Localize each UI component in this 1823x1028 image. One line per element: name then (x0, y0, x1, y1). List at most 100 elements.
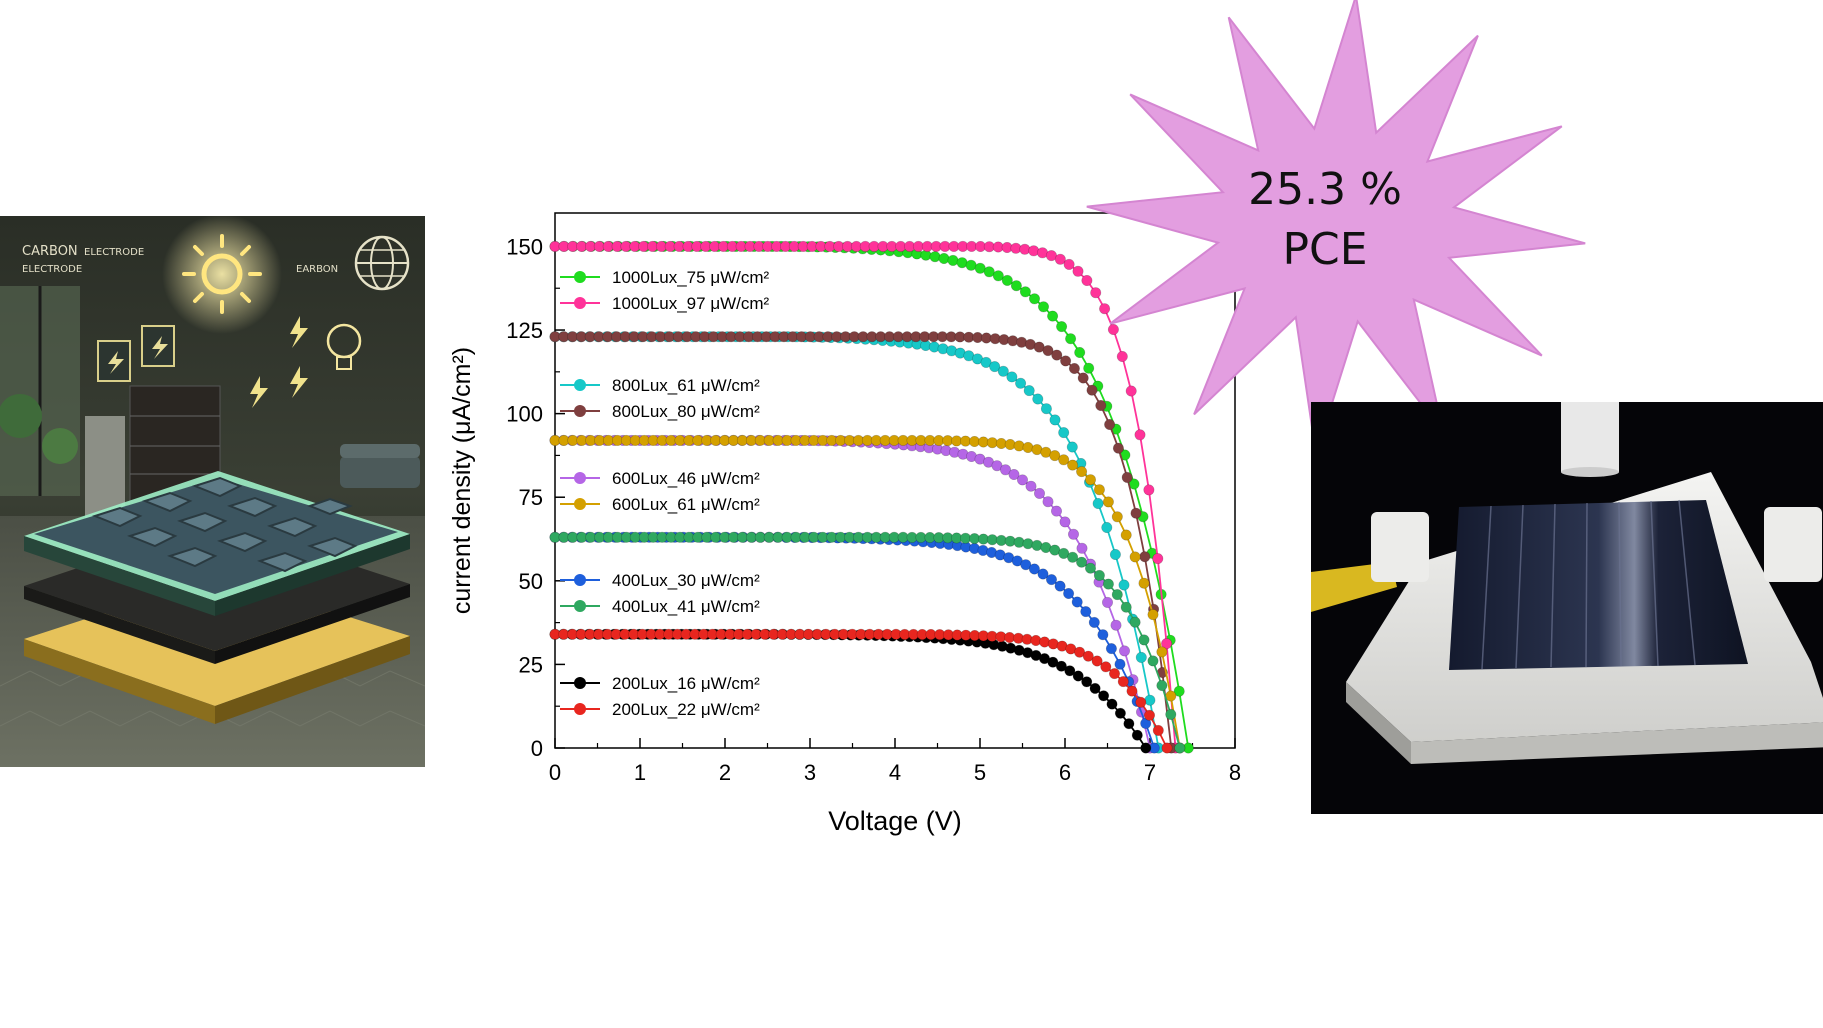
legend-label: 600Lux_46 μW/cm² (612, 469, 760, 488)
data-point (1097, 629, 1109, 641)
data-point (1023, 385, 1035, 397)
label-earbon: EARBON (296, 264, 338, 275)
data-point (1059, 516, 1071, 528)
data-point (1139, 551, 1151, 563)
data-point (1129, 551, 1141, 563)
data-point (1156, 679, 1168, 691)
data-point (1106, 698, 1118, 710)
data-point (1068, 363, 1080, 375)
data-point (1093, 484, 1105, 496)
x-axis-label: Voltage (V) (828, 806, 962, 836)
x-tick-label: 5 (974, 760, 986, 785)
data-point (1028, 293, 1040, 305)
series-1 (549, 240, 1181, 754)
data-point (1147, 609, 1159, 621)
data-point (1138, 634, 1150, 646)
data-point (1067, 528, 1079, 540)
jv-chart: 0 1 2 3 4 5 6 7 8 0 25 50 75 100 125 150 1000Lux_75 μW/… (430, 190, 1290, 850)
data-point (1114, 658, 1126, 670)
legend-marker (574, 574, 586, 586)
legend-marker (574, 677, 586, 689)
data-point (929, 251, 941, 263)
data-point (1074, 646, 1086, 658)
data-point (1054, 253, 1066, 265)
label-electrode: ELECTRODE (22, 264, 82, 275)
solar-panel-illustration: CARBON ELECTRODE ELECTRODE EARBON (0, 216, 425, 767)
data-point (1161, 638, 1173, 650)
series-6 (549, 531, 1160, 754)
data-point (1088, 616, 1100, 628)
data-point (1108, 668, 1120, 680)
data-point (1058, 454, 1070, 466)
device-photo (1311, 402, 1823, 814)
x-tick-label: 1 (634, 760, 646, 785)
data-point (1080, 606, 1092, 618)
data-point (1152, 553, 1164, 565)
data-point (1105, 643, 1117, 655)
data-point (1076, 466, 1088, 478)
x-tick-label: 3 (804, 760, 816, 785)
data-point (991, 460, 1003, 472)
data-point (1084, 562, 1096, 574)
data-point (1083, 362, 1095, 374)
legend-item: 1000Lux_97 μW/cm² (560, 294, 770, 313)
y-tick-label: 150 (506, 234, 543, 259)
data-point (1028, 563, 1040, 575)
legend-item: 800Lux_80 μW/cm² (560, 402, 760, 421)
data-point (1138, 577, 1150, 589)
data-point (1022, 442, 1034, 454)
data-point (1064, 665, 1076, 677)
legend-label: 400Lux_41 μW/cm² (612, 597, 760, 616)
data-point (1116, 351, 1128, 363)
data-point (1045, 250, 1057, 262)
data-point (1067, 459, 1079, 471)
legend-item: 400Lux_30 μW/cm² (560, 571, 760, 590)
data-point (1051, 349, 1063, 361)
data-point (1072, 265, 1084, 277)
data-point (1077, 372, 1089, 384)
data-point (1049, 414, 1061, 426)
data-point (1020, 559, 1032, 571)
legend-marker (574, 271, 586, 283)
x-tick-label: 7 (1144, 760, 1156, 785)
data-point (1045, 574, 1057, 586)
data-point (1104, 419, 1116, 431)
data-point (1093, 569, 1105, 581)
data-point (1161, 742, 1173, 754)
data-point (1111, 589, 1123, 601)
data-point (1082, 650, 1094, 662)
data-point (1135, 696, 1147, 708)
legend: 1000Lux_75 μW/cm² 1000Lux_97 μW/cm² 800Lux… (560, 268, 770, 719)
data-point (1098, 690, 1110, 702)
series-7 (549, 531, 1186, 754)
legend-label: 800Lux_61 μW/cm² (612, 376, 760, 395)
data-point (1120, 601, 1132, 613)
x-tick-label: 4 (889, 760, 901, 785)
data-point (1135, 651, 1147, 663)
data-point (1126, 685, 1138, 697)
data-point (1042, 345, 1054, 357)
x-tick-label: 0 (549, 760, 561, 785)
legend-marker (574, 297, 586, 309)
data-point (1063, 258, 1075, 270)
data-point (1022, 538, 1034, 550)
data-point (980, 356, 992, 368)
data-point (1134, 429, 1146, 441)
legend-label: 200Lux_16 μW/cm² (612, 674, 760, 693)
data-point (1084, 474, 1096, 486)
data-point (997, 365, 1009, 377)
data-point (1152, 724, 1164, 736)
data-point (1131, 729, 1143, 741)
data-point (1118, 579, 1130, 591)
pce-label: PCE (1282, 224, 1368, 275)
legend-label: 1000Lux_97 μW/cm² (612, 294, 770, 313)
y-tick-label: 50 (519, 569, 543, 594)
data-point (1071, 596, 1083, 608)
data-point (1110, 619, 1122, 631)
legend-label: 800Lux_80 μW/cm² (612, 402, 760, 421)
data-point (1065, 333, 1077, 345)
data-point (1058, 547, 1070, 559)
data-point (1076, 556, 1088, 568)
data-point (1120, 529, 1132, 541)
data-point (1019, 286, 1031, 298)
